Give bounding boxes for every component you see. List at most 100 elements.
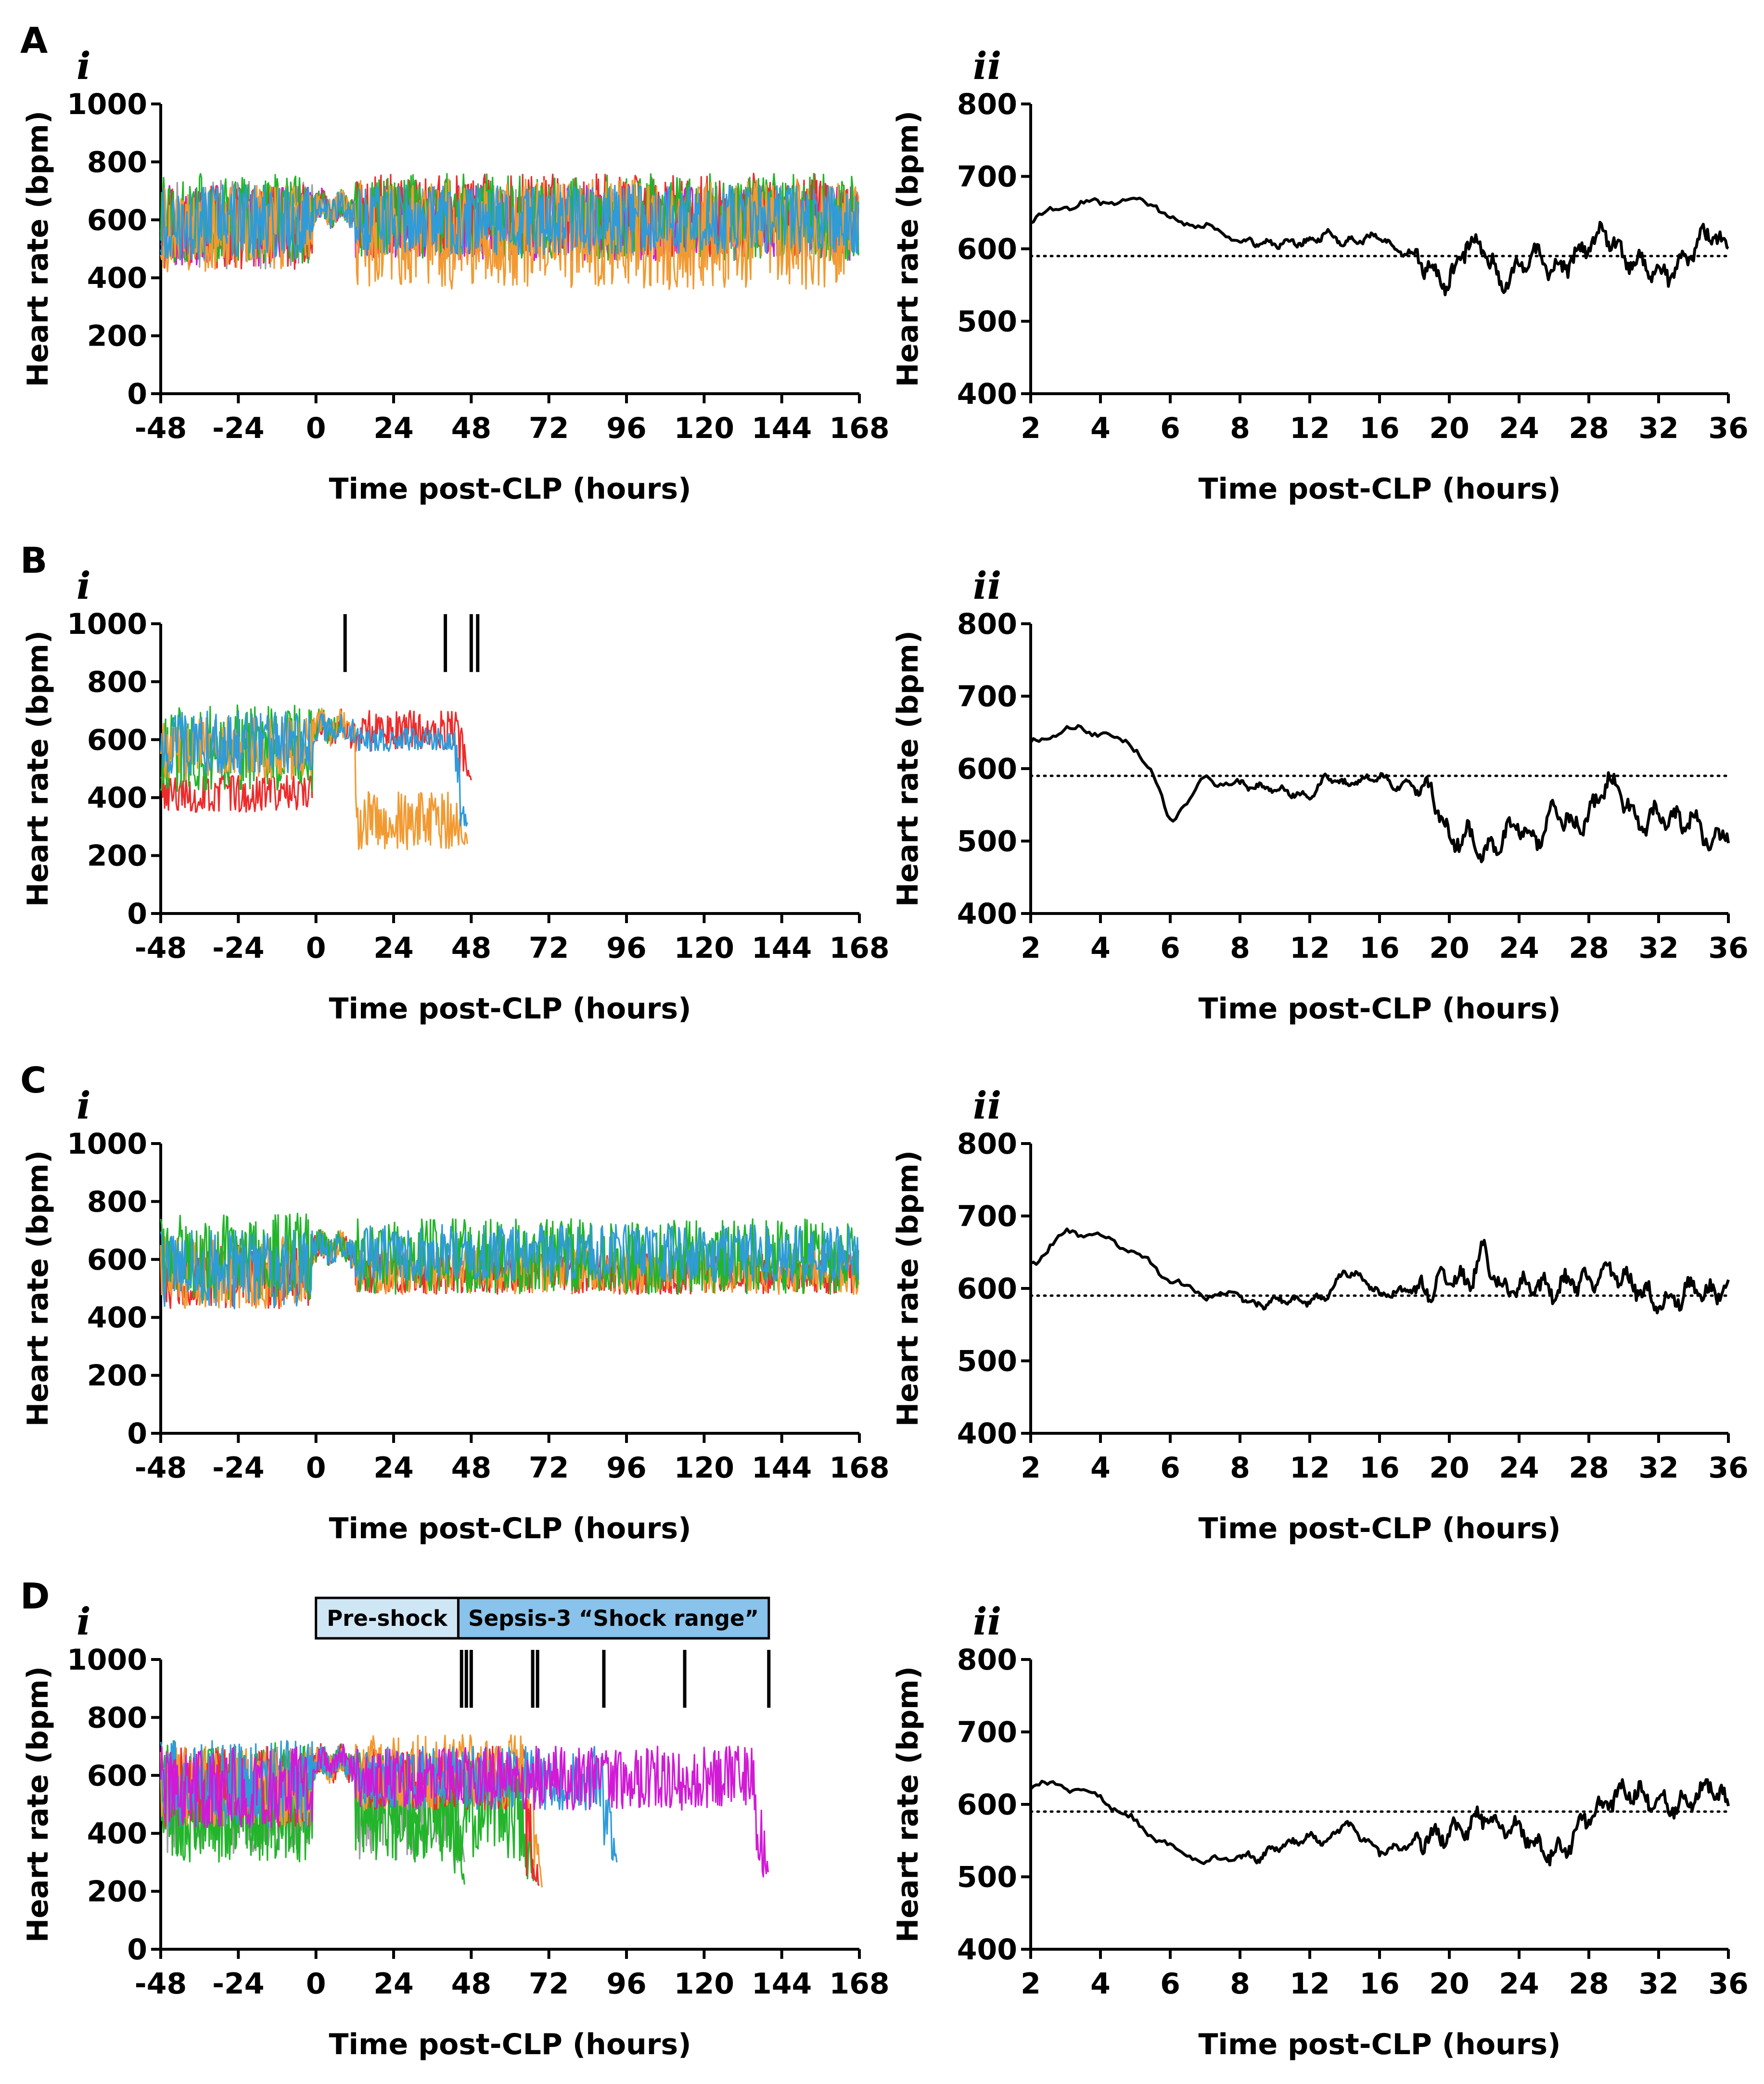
x-tick-label: 32 xyxy=(1638,931,1679,965)
y-tick-label: 1000 xyxy=(67,88,147,121)
y-tick-label: 800 xyxy=(87,665,147,699)
x-tick-label: 8 xyxy=(1230,931,1250,965)
y-tick-label: 400 xyxy=(87,1301,147,1335)
y-tick-label: 500 xyxy=(957,1345,1017,1378)
x-tick-label: 4 xyxy=(1090,412,1111,445)
x-tick-label: 96 xyxy=(606,931,647,965)
x-tick-label: 12 xyxy=(1290,412,1330,445)
x-tick-label: 120 xyxy=(674,1967,734,2001)
x-tick-label: 28 xyxy=(1569,931,1609,965)
x-axis-title: Time post-CLP (hours) xyxy=(329,1512,691,1545)
x-axis-title: Time post-CLP (hours) xyxy=(1199,472,1561,506)
x-tick-label: 16 xyxy=(1359,1451,1400,1485)
x-axis-title: Time post-CLP (hours) xyxy=(1199,992,1561,1026)
x-tick-label: 28 xyxy=(1569,412,1609,445)
y-tick-label: 0 xyxy=(127,1417,147,1451)
y-axis-title: Heart rate (bpm) xyxy=(21,630,55,907)
x-tick-label: 48 xyxy=(451,412,492,445)
subpanel-label: i xyxy=(77,44,91,88)
y-tick-label: 500 xyxy=(957,305,1017,339)
trace-magenta xyxy=(160,1743,769,1878)
x-tick-label: 6 xyxy=(1160,1451,1180,1485)
y-tick-label: 700 xyxy=(957,1200,1017,1234)
y-tick-label: 800 xyxy=(87,1701,147,1735)
trace-blue xyxy=(160,184,859,261)
x-tick-label: -48 xyxy=(135,1967,187,2001)
trace-orange xyxy=(160,179,859,290)
x-tick-label: 48 xyxy=(451,931,492,965)
y-tick-label: 800 xyxy=(957,1127,1017,1161)
x-tick-label: 16 xyxy=(1359,412,1400,445)
y-tick-label: 400 xyxy=(87,261,147,295)
x-tick-label: 12 xyxy=(1290,1451,1330,1485)
x-tick-label: 96 xyxy=(606,412,647,445)
x-tick-label: 36 xyxy=(1708,412,1749,445)
x-axis-title: Time post-CLP (hours) xyxy=(329,992,691,1026)
x-tick-label: 32 xyxy=(1638,1451,1679,1485)
x-tick-label: 24 xyxy=(373,412,414,445)
y-tick-label: 400 xyxy=(87,1817,147,1851)
x-tick-label: 48 xyxy=(451,1967,492,2001)
x-tick-label: 144 xyxy=(752,412,812,445)
x-tick-label: 72 xyxy=(529,1451,569,1485)
y-tick-label: 200 xyxy=(87,320,147,353)
x-tick-label: 2 xyxy=(1021,931,1041,965)
x-tick-label: -48 xyxy=(135,1451,187,1485)
trace-green xyxy=(160,704,342,793)
y-tick-label: 1000 xyxy=(67,1127,147,1161)
x-tick-label: 36 xyxy=(1708,1967,1749,2001)
x-tick-label: -24 xyxy=(212,1967,264,2001)
x-tick-label: 24 xyxy=(1499,1967,1539,2001)
y-tick-label: 500 xyxy=(957,825,1017,859)
y-tick-label: 1000 xyxy=(67,607,147,641)
x-axis-title: Time post-CLP (hours) xyxy=(1199,2028,1561,2061)
x-axis-title: Time post-CLP (hours) xyxy=(1199,1512,1561,1545)
subpanel-label: i xyxy=(77,1600,91,1644)
x-tick-label: 168 xyxy=(829,931,889,965)
y-tick-label: 800 xyxy=(87,145,147,179)
trace-blue xyxy=(160,710,468,827)
y-tick-label: 200 xyxy=(87,1359,147,1393)
x-tick-label: 28 xyxy=(1569,1451,1609,1485)
x-tick-label: 36 xyxy=(1708,931,1749,965)
x-tick-label: -24 xyxy=(212,1451,264,1485)
panel-letter-D: D xyxy=(20,1576,50,1617)
y-tick-label: 400 xyxy=(87,781,147,815)
subpanel-label: i xyxy=(77,1084,91,1128)
panel-letter-B: B xyxy=(20,540,47,581)
x-tick-label: 6 xyxy=(1160,931,1180,965)
phase-box-label: Pre-shock xyxy=(327,1606,448,1631)
chart-A-i: 0 200 400 600 800 1000 -48 -24 0 24 48 72 96 120 144 16… xyxy=(21,44,890,506)
x-tick-label: 72 xyxy=(529,412,569,445)
chart-C-i: 0 200 400 600 800 1000 -48 -24 0 24 48 72 96 120 144 16… xyxy=(21,1084,890,1545)
x-tick-label: 72 xyxy=(529,1967,569,2001)
mean-heart-rate-trace xyxy=(1030,196,1729,296)
subpanel-label: i xyxy=(77,564,91,608)
x-tick-label: 8 xyxy=(1230,412,1250,445)
x-tick-label: 0 xyxy=(306,1967,326,2001)
subpanel-label: ii xyxy=(973,564,1001,608)
x-tick-label: 2 xyxy=(1021,412,1041,445)
x-axis-title: Time post-CLP (hours) xyxy=(329,472,691,506)
x-tick-label: 8 xyxy=(1230,1451,1250,1485)
y-tick-label: 400 xyxy=(957,1417,1017,1451)
y-tick-label: 700 xyxy=(957,1716,1017,1750)
y-tick-label: 800 xyxy=(957,88,1017,121)
y-tick-label: 400 xyxy=(957,1933,1017,1967)
y-axis-title: Heart rate (bpm) xyxy=(891,1150,925,1427)
x-tick-label: 32 xyxy=(1638,1967,1679,2001)
y-axis-title: Heart rate (bpm) xyxy=(21,111,55,387)
x-tick-label: 144 xyxy=(752,1451,812,1485)
y-tick-label: 0 xyxy=(127,1933,147,1967)
panel-letter-A: A xyxy=(20,20,48,62)
y-tick-label: 800 xyxy=(957,607,1017,641)
x-tick-label: 96 xyxy=(606,1967,647,2001)
x-tick-label: 12 xyxy=(1290,1967,1330,2001)
x-tick-label: 20 xyxy=(1429,1451,1470,1485)
x-tick-label: 48 xyxy=(451,1451,492,1485)
y-axis-title: Heart rate (bpm) xyxy=(21,1150,55,1427)
y-tick-label: 800 xyxy=(87,1185,147,1219)
y-tick-label: 600 xyxy=(957,1272,1017,1306)
x-tick-label: 120 xyxy=(674,1451,734,1485)
